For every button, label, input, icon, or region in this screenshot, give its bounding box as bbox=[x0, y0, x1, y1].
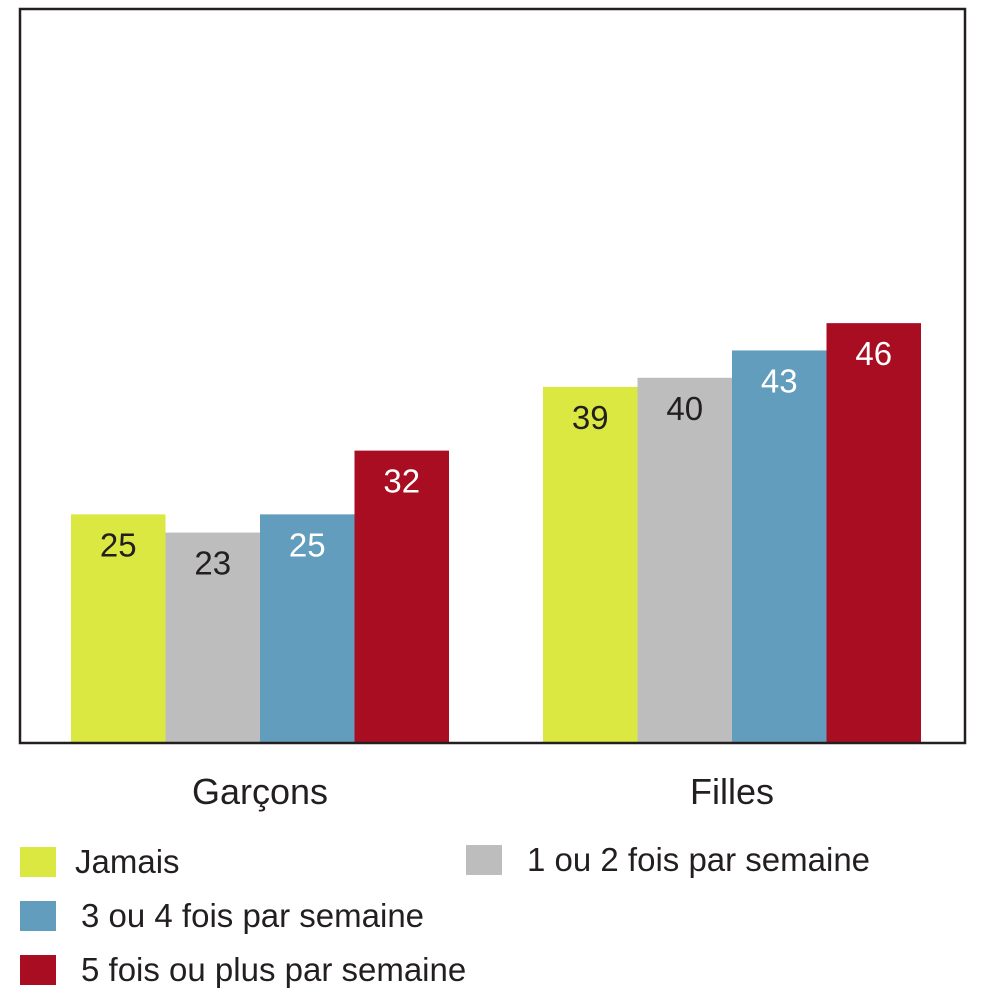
legend-label: 5 fois ou plus par semaine bbox=[81, 951, 467, 988]
data-label: 43 bbox=[761, 362, 798, 399]
legend-item-jamais: Jamais bbox=[20, 843, 180, 881]
legend-item-1-ou-2: 1 ou 2 fois par semaine bbox=[466, 841, 870, 879]
bars-group bbox=[71, 323, 921, 742]
legend-swatch bbox=[20, 901, 56, 931]
bar bbox=[637, 377, 732, 742]
data-label: 25 bbox=[100, 526, 137, 563]
bar bbox=[826, 323, 921, 742]
data-label: 40 bbox=[666, 390, 703, 427]
legend-label: 3 ou 4 fois par semaine bbox=[81, 897, 425, 934]
legend-item-5-ou-plus: 5 fois ou plus par semaine bbox=[20, 951, 466, 989]
plot-frame bbox=[18, 7, 967, 745]
category-label: Filles bbox=[690, 771, 774, 812]
legend-item-3-ou-4: 3 ou 4 fois par semaine bbox=[20, 897, 424, 935]
legend-label: Jamais bbox=[75, 843, 180, 880]
legend-swatch bbox=[20, 955, 56, 985]
bar bbox=[354, 450, 449, 742]
data-label: 39 bbox=[572, 399, 609, 436]
category-label: Garçons bbox=[192, 771, 328, 812]
legend-swatch bbox=[466, 845, 502, 875]
data-label: 46 bbox=[855, 335, 892, 372]
labels-group: 25 23 25 32 Garçons 39 40 43 46 Filles bbox=[100, 335, 892, 812]
legend-swatch bbox=[20, 847, 56, 877]
legend-label: 1 ou 2 fois par semaine bbox=[527, 841, 871, 878]
data-label: 32 bbox=[383, 463, 420, 500]
bar bbox=[71, 514, 166, 742]
bar bbox=[165, 532, 260, 742]
bar bbox=[260, 514, 355, 742]
data-label: 25 bbox=[289, 526, 326, 563]
bar bbox=[543, 386, 638, 742]
bar bbox=[732, 350, 827, 742]
data-label: 23 bbox=[194, 545, 231, 582]
